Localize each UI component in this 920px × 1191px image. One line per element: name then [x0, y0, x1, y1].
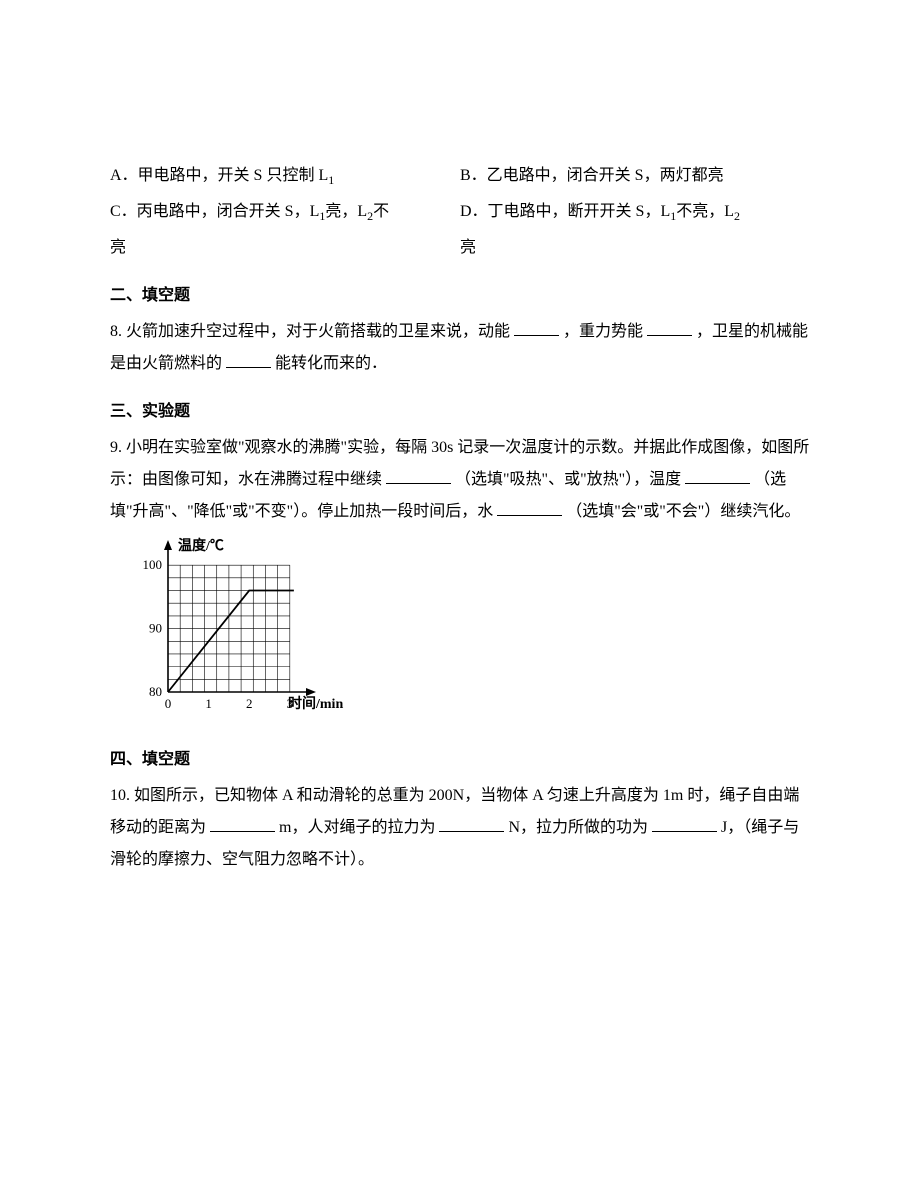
option-d-line2-text: 亮 [460, 239, 476, 256]
temperature-chart: 80901000123温度/℃时间/min [130, 536, 810, 728]
option-a-text: A．甲电路中，开关 S 只控制 L [110, 167, 328, 184]
option-d-mid: 不亮，L [676, 203, 734, 220]
options-row-2: C．丙电路中，闭合开关 S，L1亮，L2不 D．丁电路中，断开开关 S，L1不亮… [110, 196, 810, 228]
q10-p3: N，拉力所做的功为 [504, 819, 652, 836]
q9-blank2 [685, 465, 750, 484]
svg-text:90: 90 [149, 621, 162, 636]
q10-blank1 [210, 813, 275, 832]
option-c-line2-text: 亮 [110, 239, 126, 256]
option-a: A．甲电路中，开关 S 只控制 L1 [110, 160, 460, 192]
svg-text:80: 80 [149, 684, 162, 699]
q10-p2: m，人对绳子的拉力为 [275, 819, 439, 836]
option-d-line2: 亮 [460, 232, 810, 264]
question-9: 9. 小明在实验室做"观察水的沸腾"实验，每隔 30s 记录一次温度计的示数。并… [110, 432, 810, 528]
option-c-post: 不 [373, 203, 389, 220]
question-8: 8. 火箭加速升空过程中，对于火箭搭载的卫星来说，动能 ，重力势能 ，卫星的机械… [110, 316, 810, 380]
q10-blank2 [439, 813, 504, 832]
option-d-sub2: 2 [734, 209, 740, 223]
q9-p4: （选填"会"或"不会"）继续汽化。 [562, 503, 800, 520]
q8-blank3 [226, 349, 271, 368]
svg-text:2: 2 [246, 696, 253, 711]
svg-text:1: 1 [205, 696, 212, 711]
section-2-title: 二、填空题 [110, 280, 810, 312]
q9-p2: （选填"吸热"、或"放热"），温度 [451, 471, 685, 488]
option-c-pre: C．丙电路中，闭合开关 S，L [110, 203, 319, 220]
q8-blank2 [647, 317, 692, 336]
option-b: B．乙电路中，闭合开关 S，两灯都亮 [460, 160, 810, 192]
q8-blank1 [514, 317, 559, 336]
section-4-title: 四、填空题 [110, 744, 810, 776]
options-row-1: A．甲电路中，开关 S 只控制 L1 B．乙电路中，闭合开关 S，两灯都亮 [110, 160, 810, 192]
options-row-3: 亮 亮 [110, 232, 810, 264]
svg-text:0: 0 [165, 696, 172, 711]
option-c-line2: 亮 [110, 232, 460, 264]
option-b-text: B．乙电路中，闭合开关 S，两灯都亮 [460, 167, 724, 184]
q8-p4: 能转化而来的． [271, 355, 387, 372]
q9-blank1 [386, 465, 451, 484]
q8-p1: 8. 火箭加速升空过程中，对于火箭搭载的卫星来说，动能 [110, 323, 514, 340]
svg-text:时间/min: 时间/min [288, 695, 343, 712]
chart-svg: 80901000123温度/℃时间/min [130, 536, 370, 716]
q8-p2: ，重力势能 [559, 323, 647, 340]
option-c-mid: 亮，L [325, 203, 367, 220]
option-d-pre: D．丁电路中，断开开关 S，L [460, 203, 670, 220]
svg-text:温度/℃: 温度/℃ [178, 537, 224, 554]
svg-text:100: 100 [143, 558, 163, 573]
option-a-sub: 1 [328, 173, 334, 187]
q10-blank3 [652, 813, 717, 832]
section-3-title: 三、实验题 [110, 396, 810, 428]
q9-blank3 [497, 497, 562, 516]
option-d: D．丁电路中，断开开关 S，L1不亮，L2 [460, 196, 810, 228]
question-10: 10. 如图所示，已知物体 A 和动滑轮的总重为 200N，当物体 A 匀速上升… [110, 780, 810, 876]
option-c: C．丙电路中，闭合开关 S，L1亮，L2不 [110, 196, 460, 228]
